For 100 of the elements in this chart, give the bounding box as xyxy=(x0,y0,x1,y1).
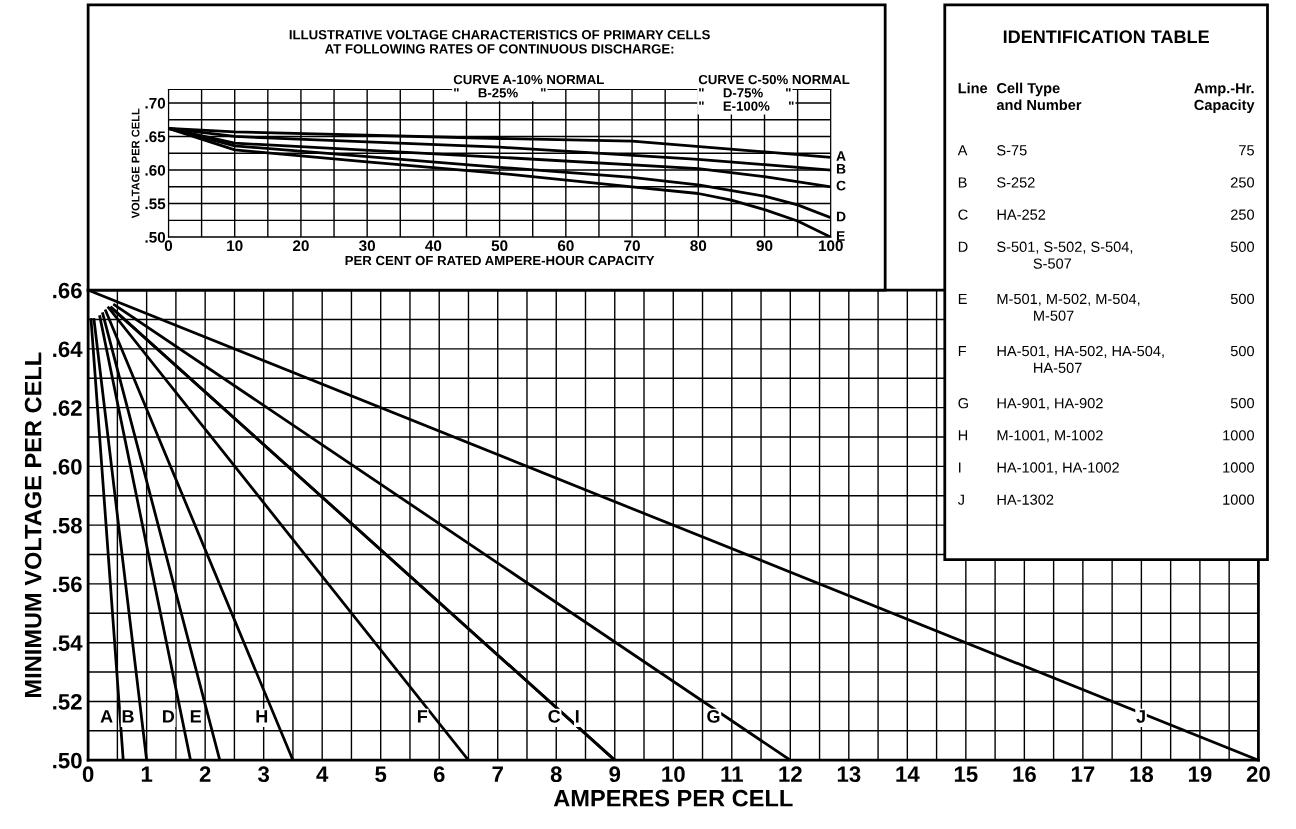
x-axis-title: PER CENT OF RATED AMPERE-HOUR CAPACITY xyxy=(345,255,655,266)
annotation: HA-501, HA-502, HA-504, HA-507 xyxy=(997,345,1164,373)
y-tick-label: .56 xyxy=(53,576,82,593)
x-tick-label: 90 xyxy=(756,240,773,252)
x-tick-label: 30 xyxy=(359,240,376,252)
y-tick-label: .50 xyxy=(53,752,82,769)
x-tick-label: 100 xyxy=(818,240,843,252)
x-tick-label: 9 xyxy=(609,766,621,783)
annotation: HA-901, HA-902 xyxy=(997,398,1103,411)
text: S-501, S-502, S-504, S-507 xyxy=(997,241,1133,269)
x-tick-label: 40 xyxy=(425,240,442,252)
text: B xyxy=(958,177,967,188)
annotation: " E-100% " xyxy=(699,101,794,111)
x-tick-label: 80 xyxy=(690,240,707,252)
x-tick-label: 0 xyxy=(82,766,94,783)
y-tick-label: .66 xyxy=(53,282,82,299)
text: 500 xyxy=(1230,241,1255,252)
text: Amp.-Hr. Capacity xyxy=(1194,83,1255,113)
y-tick-label: .65 xyxy=(145,131,166,143)
series-label: J xyxy=(1136,710,1145,723)
x-tick-label: 3 xyxy=(258,766,270,783)
series-label: B xyxy=(122,710,134,723)
y-tick-label: .64 xyxy=(53,341,83,358)
x-tick-label: 0 xyxy=(164,240,173,252)
annotation: " D-75% " xyxy=(699,88,791,98)
text: C xyxy=(958,209,968,220)
x-tick-label: 6 xyxy=(433,766,445,783)
text: A xyxy=(957,145,968,156)
x-tick-label: 20 xyxy=(292,240,309,252)
annotation: M-1001, M-1002 xyxy=(997,430,1103,443)
annotation: M-501, M-502, M-504, M-507 xyxy=(997,293,1140,321)
annotation: G xyxy=(958,398,968,409)
annotation: 500 xyxy=(1230,345,1255,357)
x-axis-title: AMPERES PER CELL xyxy=(553,789,793,807)
x-tick-label: 5 xyxy=(375,766,387,783)
annotation: " B-25% " xyxy=(454,88,546,98)
text: Line xyxy=(958,82,988,94)
series-label: G xyxy=(707,709,720,723)
annotation: HA-1302 xyxy=(997,494,1054,505)
text: D xyxy=(958,241,968,252)
y-tick-label: .70 xyxy=(145,97,166,109)
x-tick-label: 2 xyxy=(199,766,211,782)
series-label: F xyxy=(417,710,428,723)
series-label: H xyxy=(256,710,268,723)
annotation: H xyxy=(958,430,968,441)
series-label: A xyxy=(100,710,113,723)
y-tick-label: .52 xyxy=(53,693,82,710)
annotation: I xyxy=(959,462,961,473)
annotation: HA-1001, HA-1002 xyxy=(997,462,1119,475)
y-tick-label: .55 xyxy=(145,198,166,210)
text: S-252 xyxy=(997,177,1035,188)
series-label: E xyxy=(836,231,845,241)
y-axis-title: MINIMUM VOLTAGE PER CELL xyxy=(24,352,42,697)
x-tick-label: 10 xyxy=(227,240,243,252)
text: HA-252 xyxy=(997,209,1046,220)
annotation: 500 xyxy=(1230,398,1255,409)
series-label: I xyxy=(575,710,579,723)
series-label: E xyxy=(190,710,201,723)
y-tick-label: .50 xyxy=(145,231,166,243)
text: 250 xyxy=(1230,209,1255,220)
chart-title: ILLUSTRATIVE VOLTAGE CHARACTERISTICS OF PRIMARY CELLS AT FOLLOWING RATES OF CONTINUOUS DISCHARGE: xyxy=(289,30,710,54)
annotation: 1000 xyxy=(1223,462,1255,473)
series-label: B xyxy=(836,164,846,174)
annotation: J xyxy=(957,494,964,505)
x-tick-label: 20 xyxy=(1246,766,1270,783)
text: 75 xyxy=(1239,145,1254,156)
annotation: 1000 xyxy=(1223,494,1255,505)
x-tick-label: 13 xyxy=(837,766,861,783)
x-tick-label: 18 xyxy=(1130,766,1154,783)
text: Cell Type and Number xyxy=(996,82,1082,111)
y-tick-label: .62 xyxy=(53,400,82,416)
annotation: 1000 xyxy=(1223,430,1255,441)
x-tick-label: 60 xyxy=(557,240,574,252)
x-tick-label: 19 xyxy=(1188,766,1212,783)
annotation: 500 xyxy=(1230,293,1255,305)
annotation: F xyxy=(958,346,967,357)
series-label: C xyxy=(836,180,846,191)
series-label: C xyxy=(548,709,561,723)
annotation: E xyxy=(958,293,967,304)
y-tick-label: .60 xyxy=(145,164,166,176)
x-tick-label: 8 xyxy=(550,766,562,783)
x-tick-label: 17 xyxy=(1071,766,1095,782)
text: CURVE C-50% NORMAL xyxy=(698,74,850,85)
x-tick-label: 4 xyxy=(316,766,329,782)
text: 250 xyxy=(1230,177,1255,188)
x-tick-label: 16 xyxy=(1013,766,1036,783)
x-tick-label: 1 xyxy=(141,766,153,782)
x-tick-label: 10 xyxy=(662,766,685,783)
series-label: D xyxy=(163,710,175,723)
y-axis-title: VOLTAGE PER CELL xyxy=(131,108,140,219)
series-label: D xyxy=(836,211,846,222)
x-tick-label: 11 xyxy=(721,766,743,782)
x-tick-label: 70 xyxy=(624,240,640,252)
text: IDENTIFICATION TABLE xyxy=(1003,30,1209,44)
x-tick-label: 15 xyxy=(954,766,978,783)
y-tick-label: .60 xyxy=(53,458,82,475)
y-tick-label: .58 xyxy=(53,517,82,534)
x-tick-label: 50 xyxy=(491,240,508,252)
y-tick-label: .54 xyxy=(53,635,83,651)
text: CURVE A-10% NORMAL xyxy=(453,74,604,85)
